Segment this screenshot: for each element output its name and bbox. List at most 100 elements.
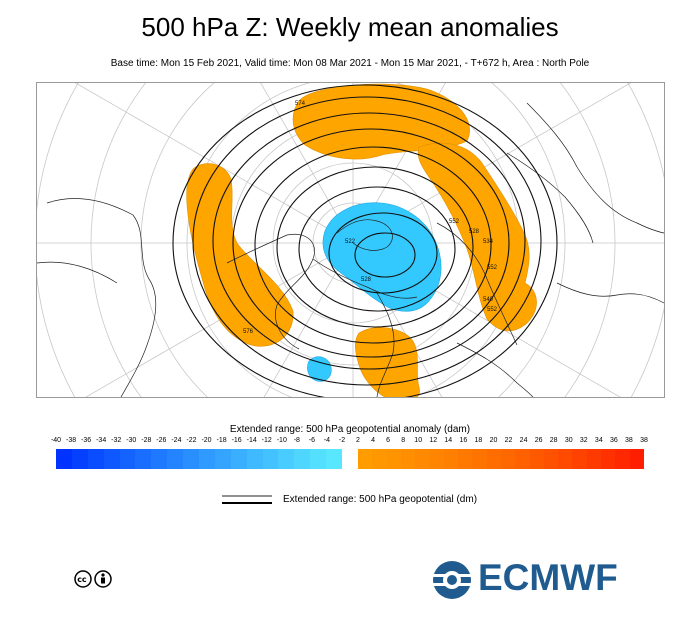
colorbar-tick-label: -8 [293,437,300,444]
colorbar-tick-label: -36 [81,437,92,444]
colorbar-tick-label: -34 [96,437,107,444]
colorbar-tick-label: 14 [444,437,453,444]
colorbar-tick-label: -40 [50,437,62,444]
colorbar-swatch [500,449,516,469]
colorbar-swatch [443,449,459,469]
colorbar-tick-label: 10 [414,437,423,444]
colorbar-tick-label: 8 [401,437,406,444]
contour-label: 552 [487,265,498,271]
contour-label: 576 [243,329,254,335]
colorbar-tick-label: 22 [504,437,513,444]
colorbar-swatch [472,449,487,469]
contour-labels: 574 552 528 534 552 576 528 540 552 522 [243,101,498,335]
colorbar-tick-label: -16 [231,437,242,444]
contour-legend-line [222,495,272,504]
colorbar-swatch [310,449,327,469]
colorbar-swatch [386,449,401,469]
colorbar-swatch [372,449,387,469]
colorbar-swatch [246,449,263,469]
colorbar-swatch [358,449,373,469]
colorbar-tick-label: 24 [519,437,528,444]
colorbar-tick-label: 38 [625,437,633,444]
colorbar-swatch [87,449,104,469]
colorbar-swatch [135,449,152,469]
colorbar-swatch [199,449,215,469]
colorbar-tick-label: -32 [111,437,122,444]
colorbar-swatch [151,449,168,469]
colorbar-tick-label: -26 [156,437,167,444]
colorbar-swatch [119,449,136,469]
colorbar-tick-label: -38 [65,437,77,444]
colorbar-tick-label: -12 [261,437,272,444]
coastlines [37,102,664,397]
colorbar-tick-label: -2 [338,437,346,444]
colorbar-tick-label: -28 [141,437,152,444]
colorbar-swatch [415,449,430,469]
geopotential-contours [172,84,558,397]
colorbar-tick-label: 20 [489,437,498,444]
colorbar-tick-label: 30 [564,437,573,444]
colorbar-tick-label: 6 [386,437,391,444]
contour-label: 574 [295,101,306,107]
colorbar-tick-label: -14 [246,437,257,444]
colorbar-swatch [615,449,630,469]
colorbar-swatch [278,449,295,469]
colorbar-swatch [230,449,247,469]
contour-label: 528 [361,277,372,283]
positive-anomaly-areas [186,83,537,397]
colorbar-tick-label: 26 [534,437,543,444]
colorbar-swatch [214,449,231,469]
contour-label: 534 [483,239,494,245]
colorbar-positive [358,449,644,469]
colorbar-swatch [429,449,444,469]
colorbar-tick-label: 38 [640,437,648,444]
colorbar-swatch [572,449,587,469]
cc-by-license-icon[interactable]: cc [74,569,114,589]
colorbar-swatch [183,449,200,469]
colorbar-tick-label: -24 [171,437,182,444]
page-subtitle: Base time: Mon 15 Feb 2021, Valid time: … [110,58,590,69]
colorbar-tick-label: 34 [594,437,603,444]
contour-label: 540 [483,297,494,303]
colorbar-tick-label: 28 [549,437,558,444]
colorbar-tick-label: 32 [579,437,588,444]
center-label: 522 [345,239,356,245]
colorbar-tick-label: -6 [308,437,316,444]
colorbar-negative [56,449,343,469]
colorbar-tick-label: 2 [356,437,360,444]
contour-label: 528 [469,229,480,235]
colorbar-swatch [326,449,343,469]
ecmwf-logo-text: ECMWF [478,557,618,598]
colorbar-swatch [529,449,544,469]
contour-label: 552 [449,219,460,225]
colorbar-swatch [400,449,416,469]
negative-anomaly-areas [307,202,442,382]
colorbar-tick-label: -30 [126,437,137,444]
svg-text:cc: cc [77,575,87,584]
contour-label: 552 [487,307,498,313]
colorbar-tick-label: -4 [323,437,331,444]
colorbar-swatch [71,449,88,469]
page-title: 500 hPa Z: Weekly mean anomalies [141,12,559,42]
colorbar-title: Extended range: 500 hPa geopotential ano… [229,424,471,435]
colorbar-swatch [515,449,530,469]
colorbar-swatch [543,449,559,469]
colorbar-swatch [294,449,311,469]
colorbar-swatch [486,449,501,469]
colorbar-tick-label: -10 [276,437,287,444]
colorbar-tick-label: -18 [216,437,227,444]
colorbar-swatch [558,449,573,469]
colorbar-tick-label: 16 [459,437,468,444]
contour-legend-label: Extended range: 500 hPa geopotential (dm… [283,494,478,505]
colorbar-swatch [167,449,184,469]
colorbar-swatch [601,449,616,469]
colorbar-tick-label: 36 [609,437,618,444]
colorbar-tick-label: -20 [201,437,212,444]
colorbar-tick-label: -22 [186,437,197,444]
polar-map: 574 552 528 534 552 576 528 540 552 522 [36,82,665,398]
colorbar-tick-label: 12 [429,437,438,444]
colorbar-swatch [56,449,72,469]
colorbar-swatch [103,449,120,469]
colorbar-swatch [629,449,644,469]
colorbar-tick-label: 4 [371,437,375,444]
